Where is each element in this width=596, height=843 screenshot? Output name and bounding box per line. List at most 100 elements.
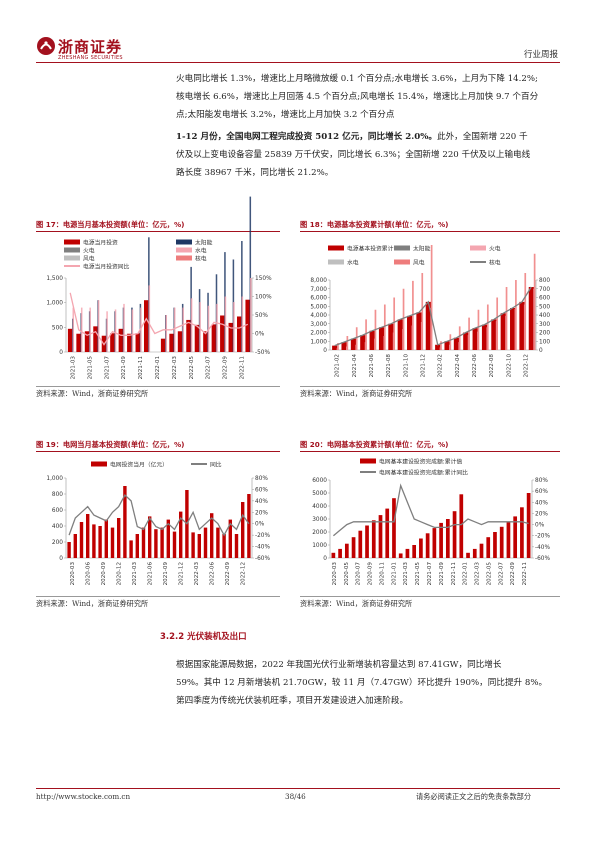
legend-label-5: 核电 xyxy=(489,259,501,267)
y-left-tick-label: 7,000 xyxy=(310,287,327,293)
y-right-tick-label: 150% xyxy=(255,276,272,282)
bar-电网投资当月（亿元） xyxy=(209,513,214,558)
y-left-tick-label: 400 xyxy=(52,524,63,530)
bar-电网投资当月（亿元） xyxy=(178,511,183,558)
bar-电网投资当月（亿元） xyxy=(160,527,164,558)
bar-电网投资当月（亿元） xyxy=(92,524,96,558)
x-tick-label: 2021-12 xyxy=(420,354,426,377)
bar-水电 xyxy=(173,307,176,352)
x-tick-label: 2020-09 xyxy=(368,562,374,586)
y-right-tick-label: 80% xyxy=(535,478,548,484)
source-divider-18 xyxy=(300,386,560,387)
bar-电网基本建设投资完成额:累计值 xyxy=(344,543,349,558)
x-tick-label: 2021-12 xyxy=(178,562,184,585)
bar-电源基本投资累计 xyxy=(397,319,403,350)
bar-电网基本建设投资完成额:累计值 xyxy=(486,537,491,558)
y-right-tick-label: -40% xyxy=(535,545,550,551)
y-right-tick-label: -40% xyxy=(255,545,270,551)
bar-电网投资当月（亿元） xyxy=(98,526,102,558)
bar-电网基本建设投资完成额:累计值 xyxy=(493,532,497,558)
footer-disclaimer: 请务必阅读正文之后的免责条款部分 xyxy=(416,792,532,801)
y-left-tick-label: 2000 xyxy=(312,530,327,536)
legend-swatch-3 xyxy=(328,259,344,265)
bar-电源当月投资 xyxy=(211,324,217,352)
y-left-tick-label: 800 xyxy=(52,492,63,498)
grid-investment-highlight: 1-12 月份，全国电网工程完成投资 5012 亿元，同比增长 2.0%。 xyxy=(176,132,437,142)
x-tick-label: 2021-10 xyxy=(403,354,409,378)
y-left-tick-label: 600 xyxy=(52,508,63,514)
x-tick-label: 2021-09 xyxy=(121,356,127,380)
bar-电网基本建设投资完成额:累计值 xyxy=(405,548,410,558)
bar-风电 xyxy=(421,273,424,350)
x-tick-label: 2021-07 xyxy=(104,356,110,380)
report-type: 行业周报 xyxy=(523,50,558,60)
source-divider-20 xyxy=(300,596,560,597)
bar-水电 xyxy=(190,298,193,352)
legend-label-1: 太阳能 xyxy=(413,245,431,253)
y-left-tick-label: 4000 xyxy=(312,504,327,510)
bar-电网基本建设投资完成额:累计值 xyxy=(331,552,336,558)
bar-风电 xyxy=(477,309,480,350)
bar-太阳能 xyxy=(249,196,252,352)
y-left-tick-label: 6000 xyxy=(312,478,327,484)
bar-电源基本投资累计 xyxy=(416,312,422,350)
y-left-tick-label: 500 xyxy=(52,325,63,331)
bar-水电 xyxy=(80,307,83,352)
bar-电网投资当月（亿元） xyxy=(79,522,84,558)
legend-swatch-2 xyxy=(64,247,80,253)
y-left-tick-label: 0 xyxy=(59,350,63,356)
bar-电源当月投资 xyxy=(236,316,242,352)
bar-电网投资当月（亿元） xyxy=(240,502,245,558)
bar-电源当月投资 xyxy=(177,331,183,352)
bar-电源当月投资 xyxy=(76,333,82,352)
legend-swatch-4 xyxy=(64,255,80,261)
paragraph-pv-installation: 根据国家能源局数据，2022 年我国光伏行业新增装机容量达到 87.41GW，同… xyxy=(176,660,548,706)
y-right-tick-label: -20% xyxy=(535,534,550,540)
legend-swatch-2 xyxy=(470,245,486,251)
bar-水电 xyxy=(233,302,235,352)
bar-电源基本投资累计 xyxy=(332,345,338,350)
bar-电源当月投资 xyxy=(135,333,141,352)
x-tick-label: 2022-09 xyxy=(510,562,516,586)
x-tick-label: 2021-11 xyxy=(138,356,144,380)
y-right-tick-label: 100% xyxy=(255,295,272,301)
source-divider-19 xyxy=(36,596,280,597)
y-right-tick-label: 40% xyxy=(535,500,548,506)
legend-label-0: 电网基本建设投资完成额:累计值 xyxy=(379,458,462,466)
bar-电源基本投资累计 xyxy=(425,301,431,350)
bar-电网基本建设投资完成额:累计值 xyxy=(513,516,518,558)
bar-电网投资当月（亿元） xyxy=(172,531,177,558)
bar-电源基本投资累计 xyxy=(491,319,497,350)
legend-label-2: 火电 xyxy=(489,245,501,253)
bar-电网投资当月（亿元） xyxy=(73,534,78,558)
x-tick-label: 2020-05 xyxy=(344,562,350,586)
line-电源当月投资同比 xyxy=(69,292,249,346)
legend-label-1: 同比 xyxy=(210,461,222,469)
bar-电源基本投资累计 xyxy=(388,323,394,350)
x-tick-label: 2020-07 xyxy=(356,562,362,586)
bar-电网投资当月（亿元） xyxy=(166,519,171,558)
bar-风电 xyxy=(355,327,358,350)
bar-电源基本投资累计 xyxy=(407,315,413,350)
chart-grid-monthly-investment: 电网投资当月（亿元） 同比 0 200 400 600 800 1,000 -60% -40% -2… xyxy=(46,461,270,586)
x-tick-label: 2022-01 xyxy=(463,562,469,586)
bar-水电 xyxy=(182,307,184,352)
x-tick-label: 2020-12 xyxy=(116,562,122,585)
bar-水电 xyxy=(131,309,134,352)
bar-电源当月投资 xyxy=(110,333,115,352)
bar-风电 xyxy=(515,280,517,350)
bar-电网基本建设投资完成额:累计值 xyxy=(452,511,457,558)
x-tick-label: 2022-06 xyxy=(472,354,478,378)
bar-电源当月投资 xyxy=(143,300,149,352)
bar-电网投资当月（亿元） xyxy=(116,518,121,558)
bar-电网基本建设投资完成额:累计值 xyxy=(466,552,470,558)
bar-水电 xyxy=(224,296,227,352)
y-right-tick-label: 600 xyxy=(539,296,550,302)
bar-电源当月投资 xyxy=(118,328,124,352)
bar-电网投资当月（亿元） xyxy=(135,534,140,558)
y-right-tick-label: -60% xyxy=(535,556,550,562)
bar-风电 xyxy=(468,317,470,350)
bar-电网基本建设投资完成额:累计值 xyxy=(351,537,356,558)
bar-电网基本建设投资完成额:累计值 xyxy=(378,515,383,558)
bar-电网投资当月（亿元） xyxy=(216,527,220,558)
